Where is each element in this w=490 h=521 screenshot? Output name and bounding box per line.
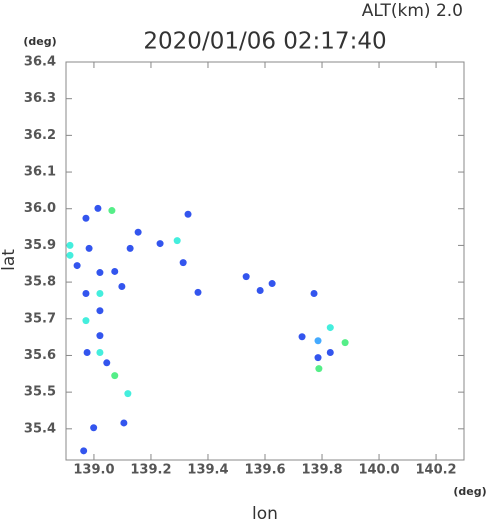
echo-point <box>315 365 323 373</box>
echo-point <box>326 324 334 332</box>
y-tick-label: 36.1 <box>24 165 56 180</box>
echo-point <box>96 349 104 357</box>
echo-point <box>85 244 93 252</box>
y-tick-label: 36.3 <box>24 91 56 106</box>
echo-point <box>314 337 322 345</box>
y-tick-label: 35.9 <box>24 238 56 253</box>
x-tick-label: 139.2 <box>130 463 171 478</box>
y-tick-label: 35.7 <box>24 311 56 326</box>
chart-title: 2020/01/06 02:17:40 <box>143 29 386 55</box>
echo-point <box>179 259 187 267</box>
echo-point <box>341 339 349 347</box>
echo-point <box>156 240 164 248</box>
echo-point <box>184 210 192 218</box>
echo-point <box>82 214 90 222</box>
y-axis-label: lat <box>0 249 19 271</box>
plot-frame <box>65 61 465 461</box>
echo-point <box>126 244 134 252</box>
echo-point <box>268 280 276 288</box>
echo-point <box>326 349 334 357</box>
echo-point <box>124 390 132 398</box>
y-tick-label: 35.8 <box>24 275 56 290</box>
x-unit: (deg) <box>453 485 486 498</box>
echo-point <box>66 251 74 259</box>
echo-point <box>242 273 250 281</box>
echo-point <box>173 237 181 245</box>
y-tick-label: 36.0 <box>24 201 56 216</box>
x-tick-label: 139.6 <box>244 463 285 478</box>
x-tick-label: 139.8 <box>301 463 342 478</box>
y-tick-label: 35.6 <box>24 348 56 363</box>
echo-point <box>314 354 322 362</box>
y-tick-label: 36.2 <box>24 128 56 143</box>
y-tick-label: 35.5 <box>24 385 56 400</box>
x-tick-label: 139.0 <box>73 463 114 478</box>
y-unit: (deg) <box>23 35 56 48</box>
echo-point <box>80 447 88 455</box>
echo-point <box>96 332 104 340</box>
x-axis-label: lon <box>252 504 278 521</box>
echo-point <box>298 333 306 341</box>
echo-point <box>108 207 116 215</box>
echo-point <box>82 289 90 297</box>
echo-point <box>96 269 104 277</box>
x-tick-label: 140.0 <box>358 463 399 478</box>
echo-point <box>134 228 142 236</box>
echo-point <box>120 419 128 427</box>
x-tick-label: 139.4 <box>187 463 228 478</box>
echo-point <box>96 289 104 297</box>
echo-point <box>256 287 264 295</box>
echo-point <box>310 289 318 297</box>
echo-point <box>103 359 111 367</box>
echo-point <box>194 288 202 296</box>
echo-point <box>111 372 119 380</box>
echo-point <box>82 317 90 325</box>
echo-point <box>96 307 104 315</box>
x-tick-label: 140.2 <box>415 463 456 478</box>
echo-point <box>83 349 91 357</box>
altitude-label: ALT(km) 2.0 <box>362 1 463 21</box>
y-tick-label: 36.4 <box>24 55 56 70</box>
echo-point <box>73 262 81 270</box>
echo-point <box>90 424 98 432</box>
y-tick-label: 35.4 <box>24 421 56 436</box>
echo-point <box>94 204 102 212</box>
echo-point <box>111 267 119 275</box>
echo-point <box>118 282 126 290</box>
echo-point <box>66 241 74 249</box>
